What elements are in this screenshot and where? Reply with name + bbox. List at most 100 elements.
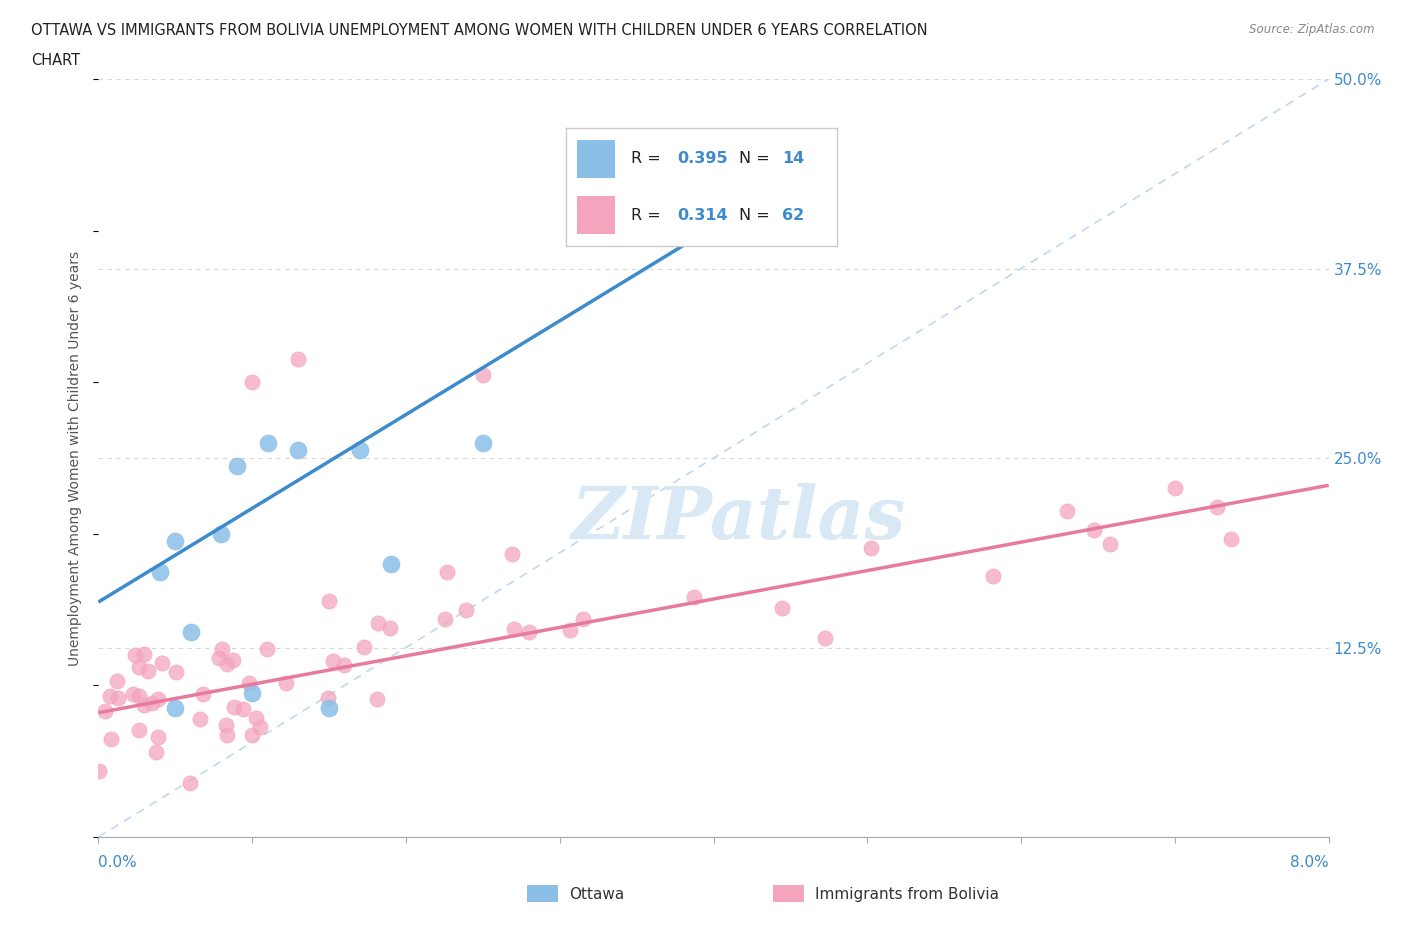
- Point: [165, 700, 187, 715]
- Point: [179, 776, 201, 790]
- Point: [366, 692, 388, 707]
- Point: [1083, 523, 1105, 538]
- Point: [367, 616, 389, 631]
- Point: [433, 611, 456, 626]
- Point: [222, 653, 245, 668]
- Point: [436, 565, 458, 579]
- Point: [105, 673, 128, 688]
- Point: [333, 658, 356, 672]
- Text: 62: 62: [782, 207, 804, 223]
- Point: [256, 435, 278, 450]
- Point: [190, 711, 212, 726]
- Point: [249, 719, 271, 734]
- Point: [122, 686, 145, 701]
- Point: [503, 621, 526, 636]
- Text: 0.0%: 0.0%: [98, 855, 138, 870]
- Point: [152, 656, 174, 671]
- Point: [128, 688, 150, 703]
- Point: [318, 700, 340, 715]
- Point: [240, 727, 263, 742]
- Y-axis label: Unemployment Among Women with Children Under 6 years: Unemployment Among Women with Children U…: [69, 250, 83, 666]
- Point: [149, 565, 172, 579]
- Point: [217, 727, 239, 742]
- Point: [454, 603, 477, 618]
- Point: [128, 659, 150, 674]
- Text: Immigrants from Bolivia: Immigrants from Bolivia: [815, 887, 1000, 902]
- Point: [232, 702, 254, 717]
- Point: [471, 367, 494, 382]
- Text: ZIPatlas: ZIPatlas: [571, 484, 905, 554]
- Point: [141, 696, 163, 711]
- Point: [225, 458, 247, 473]
- Text: 8.0%: 8.0%: [1289, 855, 1329, 870]
- Point: [211, 526, 233, 541]
- Text: N =: N =: [740, 152, 775, 166]
- Point: [211, 642, 233, 657]
- Point: [240, 375, 263, 390]
- Point: [1220, 531, 1243, 546]
- Point: [770, 600, 793, 615]
- Text: CHART: CHART: [31, 53, 80, 68]
- Point: [180, 625, 202, 640]
- Point: [256, 642, 278, 657]
- Point: [191, 686, 214, 701]
- Point: [287, 443, 309, 458]
- Text: 0.395: 0.395: [676, 152, 727, 166]
- Text: Source: ZipAtlas.com: Source: ZipAtlas.com: [1250, 23, 1375, 36]
- Point: [146, 692, 169, 707]
- Text: 0.314: 0.314: [676, 207, 727, 223]
- Bar: [576, 196, 614, 234]
- Point: [146, 729, 169, 744]
- Point: [558, 622, 581, 637]
- Point: [318, 593, 340, 608]
- Point: [471, 435, 494, 450]
- Point: [245, 711, 267, 726]
- Point: [107, 691, 129, 706]
- Point: [238, 675, 260, 690]
- Point: [378, 620, 401, 635]
- Point: [1056, 504, 1078, 519]
- Point: [134, 698, 156, 712]
- Point: [240, 685, 263, 700]
- Text: 14: 14: [782, 152, 804, 166]
- Point: [215, 657, 238, 671]
- Point: [222, 699, 245, 714]
- Point: [136, 663, 159, 678]
- Point: [287, 352, 309, 367]
- Point: [517, 625, 540, 640]
- Point: [572, 611, 595, 626]
- Point: [683, 590, 706, 604]
- Point: [100, 732, 122, 747]
- Point: [1098, 537, 1121, 551]
- Point: [145, 744, 167, 759]
- Point: [165, 534, 187, 549]
- Point: [215, 718, 238, 733]
- Point: [1205, 499, 1227, 514]
- Point: [322, 654, 344, 669]
- Point: [165, 665, 187, 680]
- Point: [124, 647, 146, 662]
- Text: OTTAWA VS IMMIGRANTS FROM BOLIVIA UNEMPLOYMENT AMONG WOMEN WITH CHILDREN UNDER 6: OTTAWA VS IMMIGRANTS FROM BOLIVIA UNEMPL…: [31, 23, 928, 38]
- Point: [94, 703, 117, 718]
- Point: [316, 690, 339, 705]
- Point: [128, 723, 150, 737]
- Text: R =: R =: [631, 152, 666, 166]
- Point: [208, 651, 231, 666]
- Point: [859, 540, 882, 555]
- Point: [274, 675, 297, 690]
- Bar: [576, 140, 614, 178]
- Point: [672, 140, 695, 154]
- Text: N =: N =: [740, 207, 775, 223]
- Point: [349, 443, 371, 458]
- Text: R =: R =: [631, 207, 666, 223]
- Point: [353, 640, 375, 655]
- Point: [983, 568, 1005, 583]
- Point: [87, 764, 110, 778]
- Text: Ottawa: Ottawa: [569, 887, 624, 902]
- Point: [814, 631, 837, 645]
- Point: [380, 557, 402, 572]
- Point: [501, 547, 523, 562]
- Point: [134, 646, 156, 661]
- Point: [98, 689, 121, 704]
- Point: [1164, 481, 1187, 496]
